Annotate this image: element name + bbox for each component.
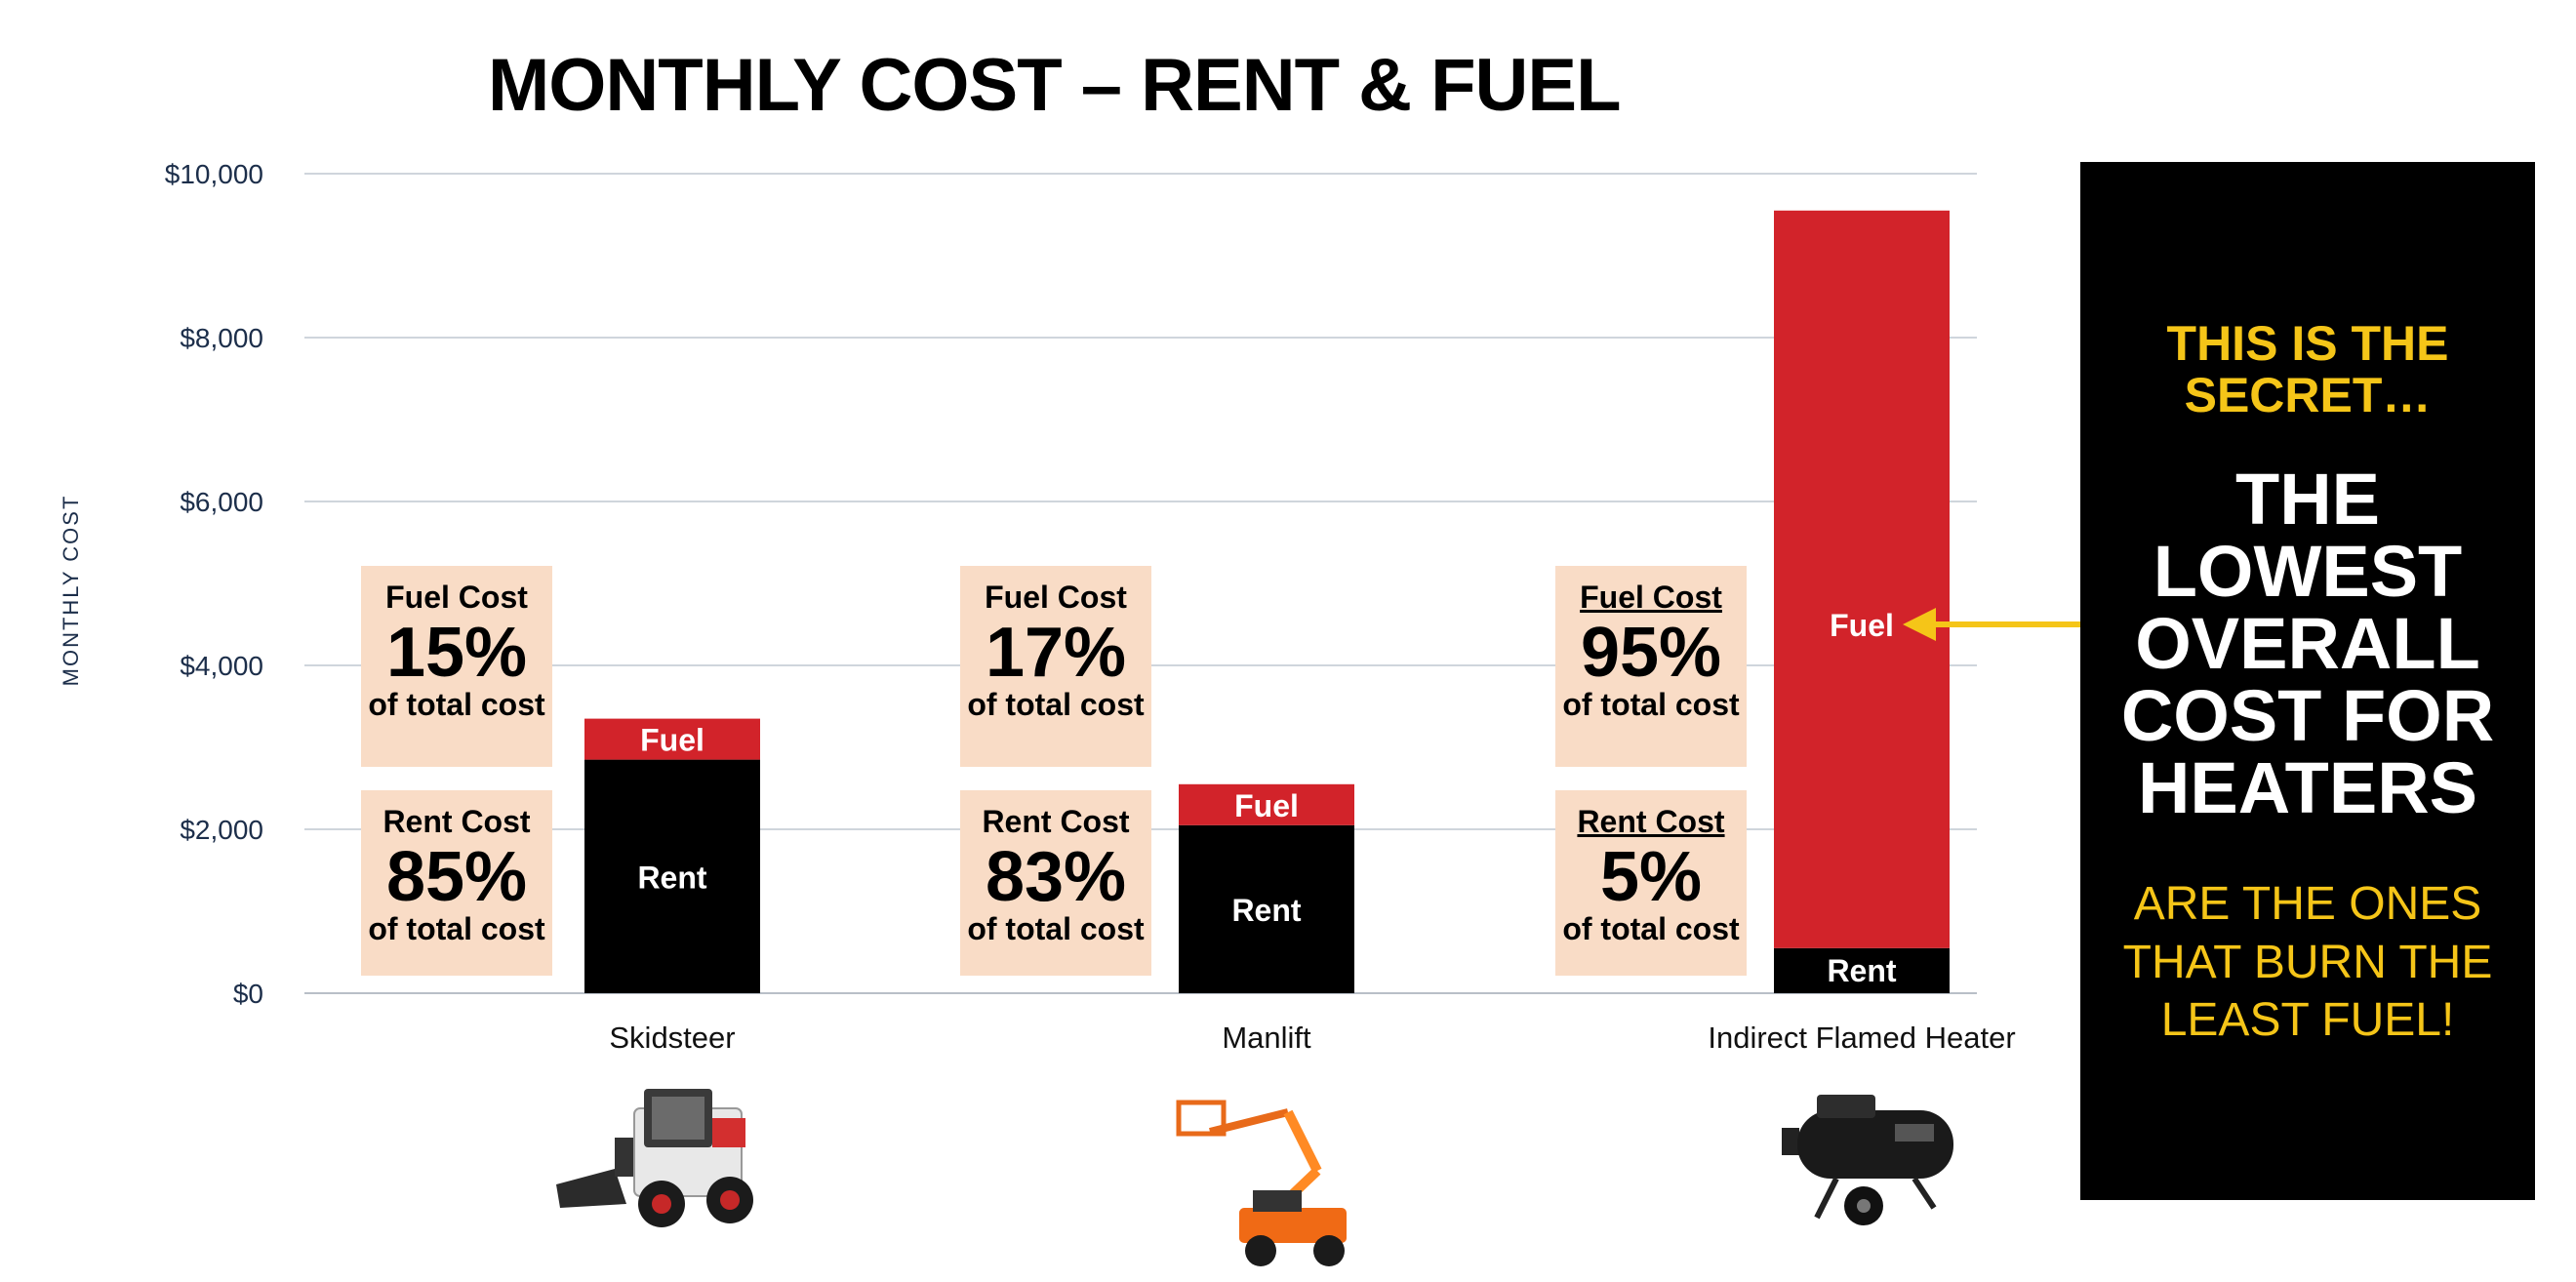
y-tick-label: $0 [233,979,263,1009]
rent-percent-box-manlift: Rent Cost 83% of total cost [960,790,1151,976]
rent-percent: 85% [385,838,528,916]
y-tick-label: $8,000 [180,323,263,353]
rent-percent: 83% [985,838,1127,916]
rent-percent-box-skidsteer: Rent Cost 85% of total cost [361,790,552,976]
callout-panel: THIS IS THE SECRET… THE LOWEST OVERALL C… [2080,162,2535,1200]
rent-percent-box-heater: Rent Cost 5% of total cost [1555,790,1747,976]
fuel-cost-label: Fuel Cost [1580,580,1722,615]
x-tick-label: Indirect Flamed Heater [1708,1021,2015,1055]
fuel-percent-sub: of total cost [368,687,545,722]
callout-headline: THE LOWEST OVERALL COST FOR HEATERS [2120,459,2495,828]
chart-title: MONTHLY COST – RENT & FUEL [488,44,1622,127]
rent-percent-sub: of total cost [368,911,545,946]
bar-label-fuel: Fuel [1830,608,1894,643]
x-tick-label: Skidsteer [609,1021,735,1055]
rent-percent-sub: of total cost [1562,911,1740,946]
y-tick-label: $10,000 [165,159,263,189]
fuel-percent-sub: of total cost [967,687,1145,722]
fuel-percent-box-skidsteer: Fuel Cost 15% of total cost [361,566,552,767]
bar-rent [1774,947,1950,993]
fuel-percent: 17% [985,614,1127,692]
bar-label-rent: Rent [1231,893,1301,928]
rent-cost-label: Rent Cost [1577,804,1725,839]
bar-label-fuel: Fuel [640,723,704,758]
fuel-percent-box-manlift: Fuel Cost 17% of total cost [960,566,1151,767]
fuel-cost-label: Fuel Cost [385,580,528,615]
y-axis-label: MONTHLY COST [59,495,83,687]
rent-percent-sub: of total cost [967,911,1145,946]
bar-rent [584,759,760,993]
rent-cost-label: Rent Cost [382,804,531,839]
manlift-image [1176,1100,1347,1266]
rent-cost-label: Rent Cost [982,804,1130,839]
y-tick-label: $4,000 [180,651,263,681]
fuel-percent: 95% [1580,614,1722,692]
bar-label-rent: Rent [637,860,706,895]
fuel-cost-label: Fuel Cost [985,580,1127,615]
bar-fuel [1179,783,1354,825]
heater-image [1782,1095,1953,1225]
rent-percent: 5% [1599,838,1703,916]
fuel-percent-box-heater: Fuel Cost 95% of total cost [1555,566,1747,767]
bar-label-fuel: Fuel [1234,788,1299,823]
y-tick-label: $6,000 [180,487,263,517]
bar-rent [1179,824,1354,993]
y-tick-label: $2,000 [180,815,263,845]
callout-kicker: THIS IS THE SECRET… [2166,316,2449,422]
bar-label-rent: Rent [1827,953,1896,988]
fuel-percent: 15% [385,614,528,692]
skidsteer-image [556,1089,753,1227]
x-tick-label: Manlift [1222,1021,1311,1055]
callout-tail: ARE THE ONES THAT BURN THE LEAST FUEL! [2122,878,2493,1047]
bar-fuel [584,718,760,760]
fuel-percent-sub: of total cost [1562,687,1740,722]
bar-fuel [1774,210,1950,948]
arrow-head-icon [1903,608,1936,641]
